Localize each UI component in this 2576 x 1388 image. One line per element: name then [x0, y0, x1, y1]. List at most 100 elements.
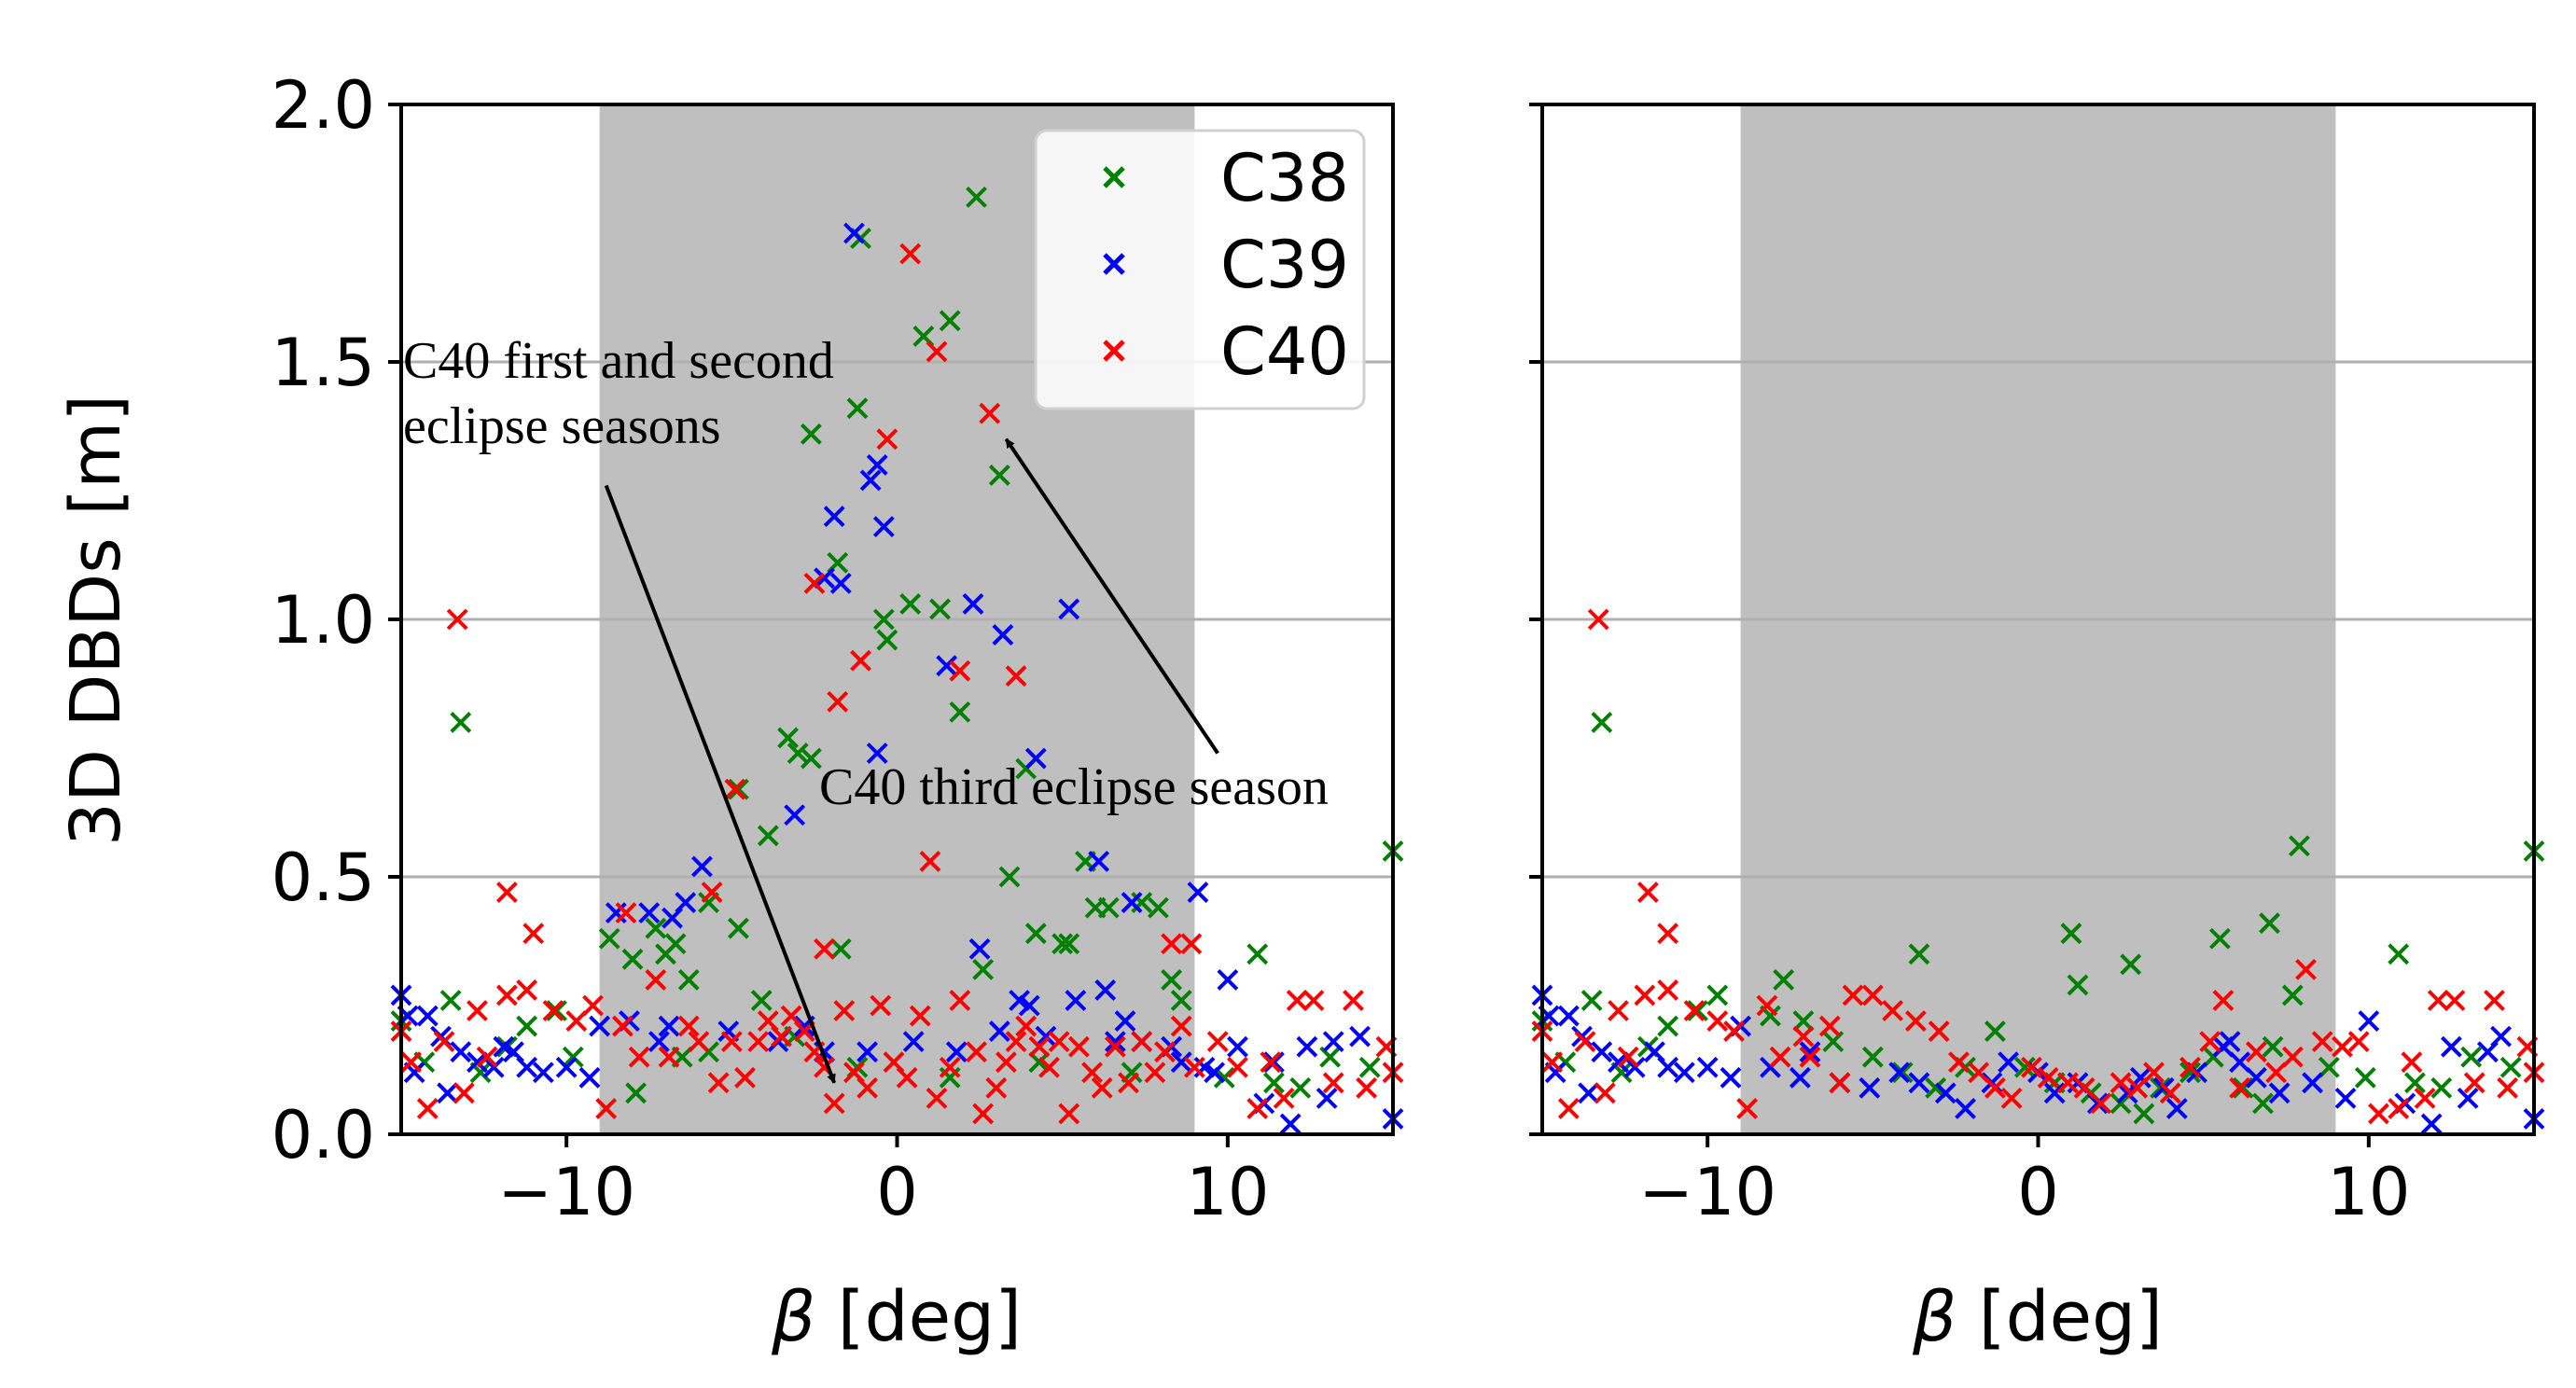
data-point-c40 — [1081, 1062, 1103, 1084]
data-point-c39 — [482, 1056, 505, 1078]
data-point-c39 — [2043, 1082, 2066, 1104]
data-point-c40 — [2332, 1035, 2353, 1058]
data-point-c40 — [2388, 1097, 2410, 1119]
data-point-c38 — [757, 825, 779, 847]
annotation-first-second-arrow — [604, 484, 837, 1084]
data-point-c40 — [2463, 1072, 2485, 1094]
data-point-c38 — [899, 593, 922, 615]
data-point-c40 — [2199, 1031, 2221, 1053]
legend: C38 C39 C40 — [1034, 129, 1366, 410]
right-points — [1531, 608, 2545, 1135]
data-point-c40 — [1769, 1046, 1791, 1068]
y-axis-label: 3D DBDs [m] — [56, 395, 136, 846]
data-point-c38 — [655, 943, 676, 965]
data-point-c40 — [446, 608, 468, 631]
data-point-c39 — [1088, 851, 1110, 872]
data-point-c38 — [645, 917, 667, 939]
data-point-c40 — [1756, 994, 1778, 1017]
data-point-c38 — [1891, 1062, 1914, 1084]
data-point-c40 — [939, 1056, 961, 1078]
data-point-c38 — [966, 186, 987, 208]
data-point-c40 — [747, 1031, 770, 1053]
data-point-c39 — [1018, 994, 1040, 1017]
data-point-c40 — [850, 649, 871, 672]
data-point-c39 — [2219, 1031, 2241, 1053]
data-point-c39 — [1322, 1031, 1344, 1053]
left-x-tick-label: 10 — [1186, 1154, 1269, 1230]
data-point-c40 — [2347, 1031, 2370, 1053]
left-x-tick-label: 0 — [876, 1154, 918, 1230]
data-point-c39 — [1720, 1066, 1742, 1089]
data-point-c39 — [1349, 1025, 1371, 1048]
data-point-c40 — [1608, 1000, 1629, 1021]
data-point-c39 — [647, 1031, 670, 1053]
data-point-c40 — [1180, 933, 1203, 955]
data-point-c39 — [1058, 598, 1080, 620]
data-point-c38 — [1792, 1010, 1815, 1032]
data-point-c39 — [493, 1035, 515, 1058]
data-point-c39 — [936, 655, 958, 677]
data-point-c39 — [1114, 1010, 1136, 1032]
data-point-c40 — [645, 968, 667, 991]
data-point-c39 — [968, 937, 991, 960]
data-point-c38 — [2232, 1076, 2254, 1099]
data-point-c40 — [611, 1015, 634, 1037]
data-point-c39 — [1657, 1056, 1679, 1078]
data-point-c38 — [1580, 990, 1603, 1011]
data-point-c38 — [621, 948, 644, 970]
data-point-c39 — [992, 624, 1014, 645]
data-point-c40 — [615, 902, 637, 924]
data-point-c39 — [532, 1062, 554, 1084]
data-point-c38 — [1246, 943, 1269, 965]
data-point-c40 — [1005, 1031, 1027, 1053]
data-point-c40 — [400, 1051, 423, 1074]
data-point-c38 — [1097, 896, 1120, 919]
left-y-axis-ticks: 0.0 0.5 1.0 1.5 2.0 — [272, 67, 401, 1173]
data-point-c40 — [416, 1097, 439, 1119]
legend-label-c40: C40 — [1220, 313, 1349, 390]
data-point-c39 — [1673, 1062, 1695, 1084]
data-point-c38 — [2460, 1046, 2483, 1068]
data-point-c40 — [771, 1025, 792, 1048]
data-point-c40 — [1594, 1082, 1616, 1104]
data-point-c40 — [949, 990, 971, 1011]
data-point-c40 — [658, 1046, 680, 1068]
data-point-c40 — [1038, 1056, 1060, 1078]
data-point-c39 — [437, 1082, 459, 1104]
data-point-c40 — [495, 881, 518, 903]
legend-entry-c40: C40 — [1103, 313, 1349, 390]
data-point-c40 — [1091, 1076, 1113, 1099]
data-point-c39 — [1094, 979, 1117, 1001]
data-point-c40 — [1617, 1046, 1639, 1068]
left-x-axis-unit: [deg] — [815, 1277, 1022, 1357]
data-point-c40 — [2245, 1041, 2267, 1063]
right-x-axis-label: β [deg] — [1912, 1277, 2163, 1357]
data-point-c39 — [1217, 968, 1239, 991]
legend-label-c38: C38 — [1220, 140, 1349, 216]
data-point-c38 — [2179, 1062, 2201, 1084]
data-point-c39 — [1557, 1005, 1580, 1027]
data-point-c38 — [2013, 1056, 2036, 1078]
data-point-c39 — [1279, 1113, 1302, 1135]
annotation-first-second-line2: eclipse seasons — [403, 397, 721, 455]
data-point-c39 — [2358, 1010, 2380, 1032]
data-point-c38 — [1161, 968, 1183, 991]
data-point-c39 — [829, 572, 852, 594]
data-point-c40 — [856, 1076, 879, 1099]
data-point-c40 — [2484, 990, 2505, 1011]
data-point-c39 — [1859, 1076, 1881, 1099]
data-point-c39 — [675, 892, 697, 914]
data-point-c38 — [562, 1046, 584, 1068]
data-point-c40 — [1861, 984, 1884, 1006]
data-point-c40 — [919, 851, 941, 872]
data-point-c40 — [1557, 1097, 1580, 1119]
data-point-c40 — [1829, 1072, 1851, 1094]
data-point-c40 — [1118, 1072, 1139, 1094]
left-x-axis-ticks: −10 0 10 — [497, 1134, 1269, 1230]
data-point-c39 — [2490, 1025, 2512, 1048]
data-point-c40 — [1634, 984, 1656, 1006]
data-point-c39 — [416, 1005, 439, 1027]
right-x-tick-label: 0 — [2017, 1154, 2059, 1230]
data-point-c40 — [582, 994, 604, 1017]
